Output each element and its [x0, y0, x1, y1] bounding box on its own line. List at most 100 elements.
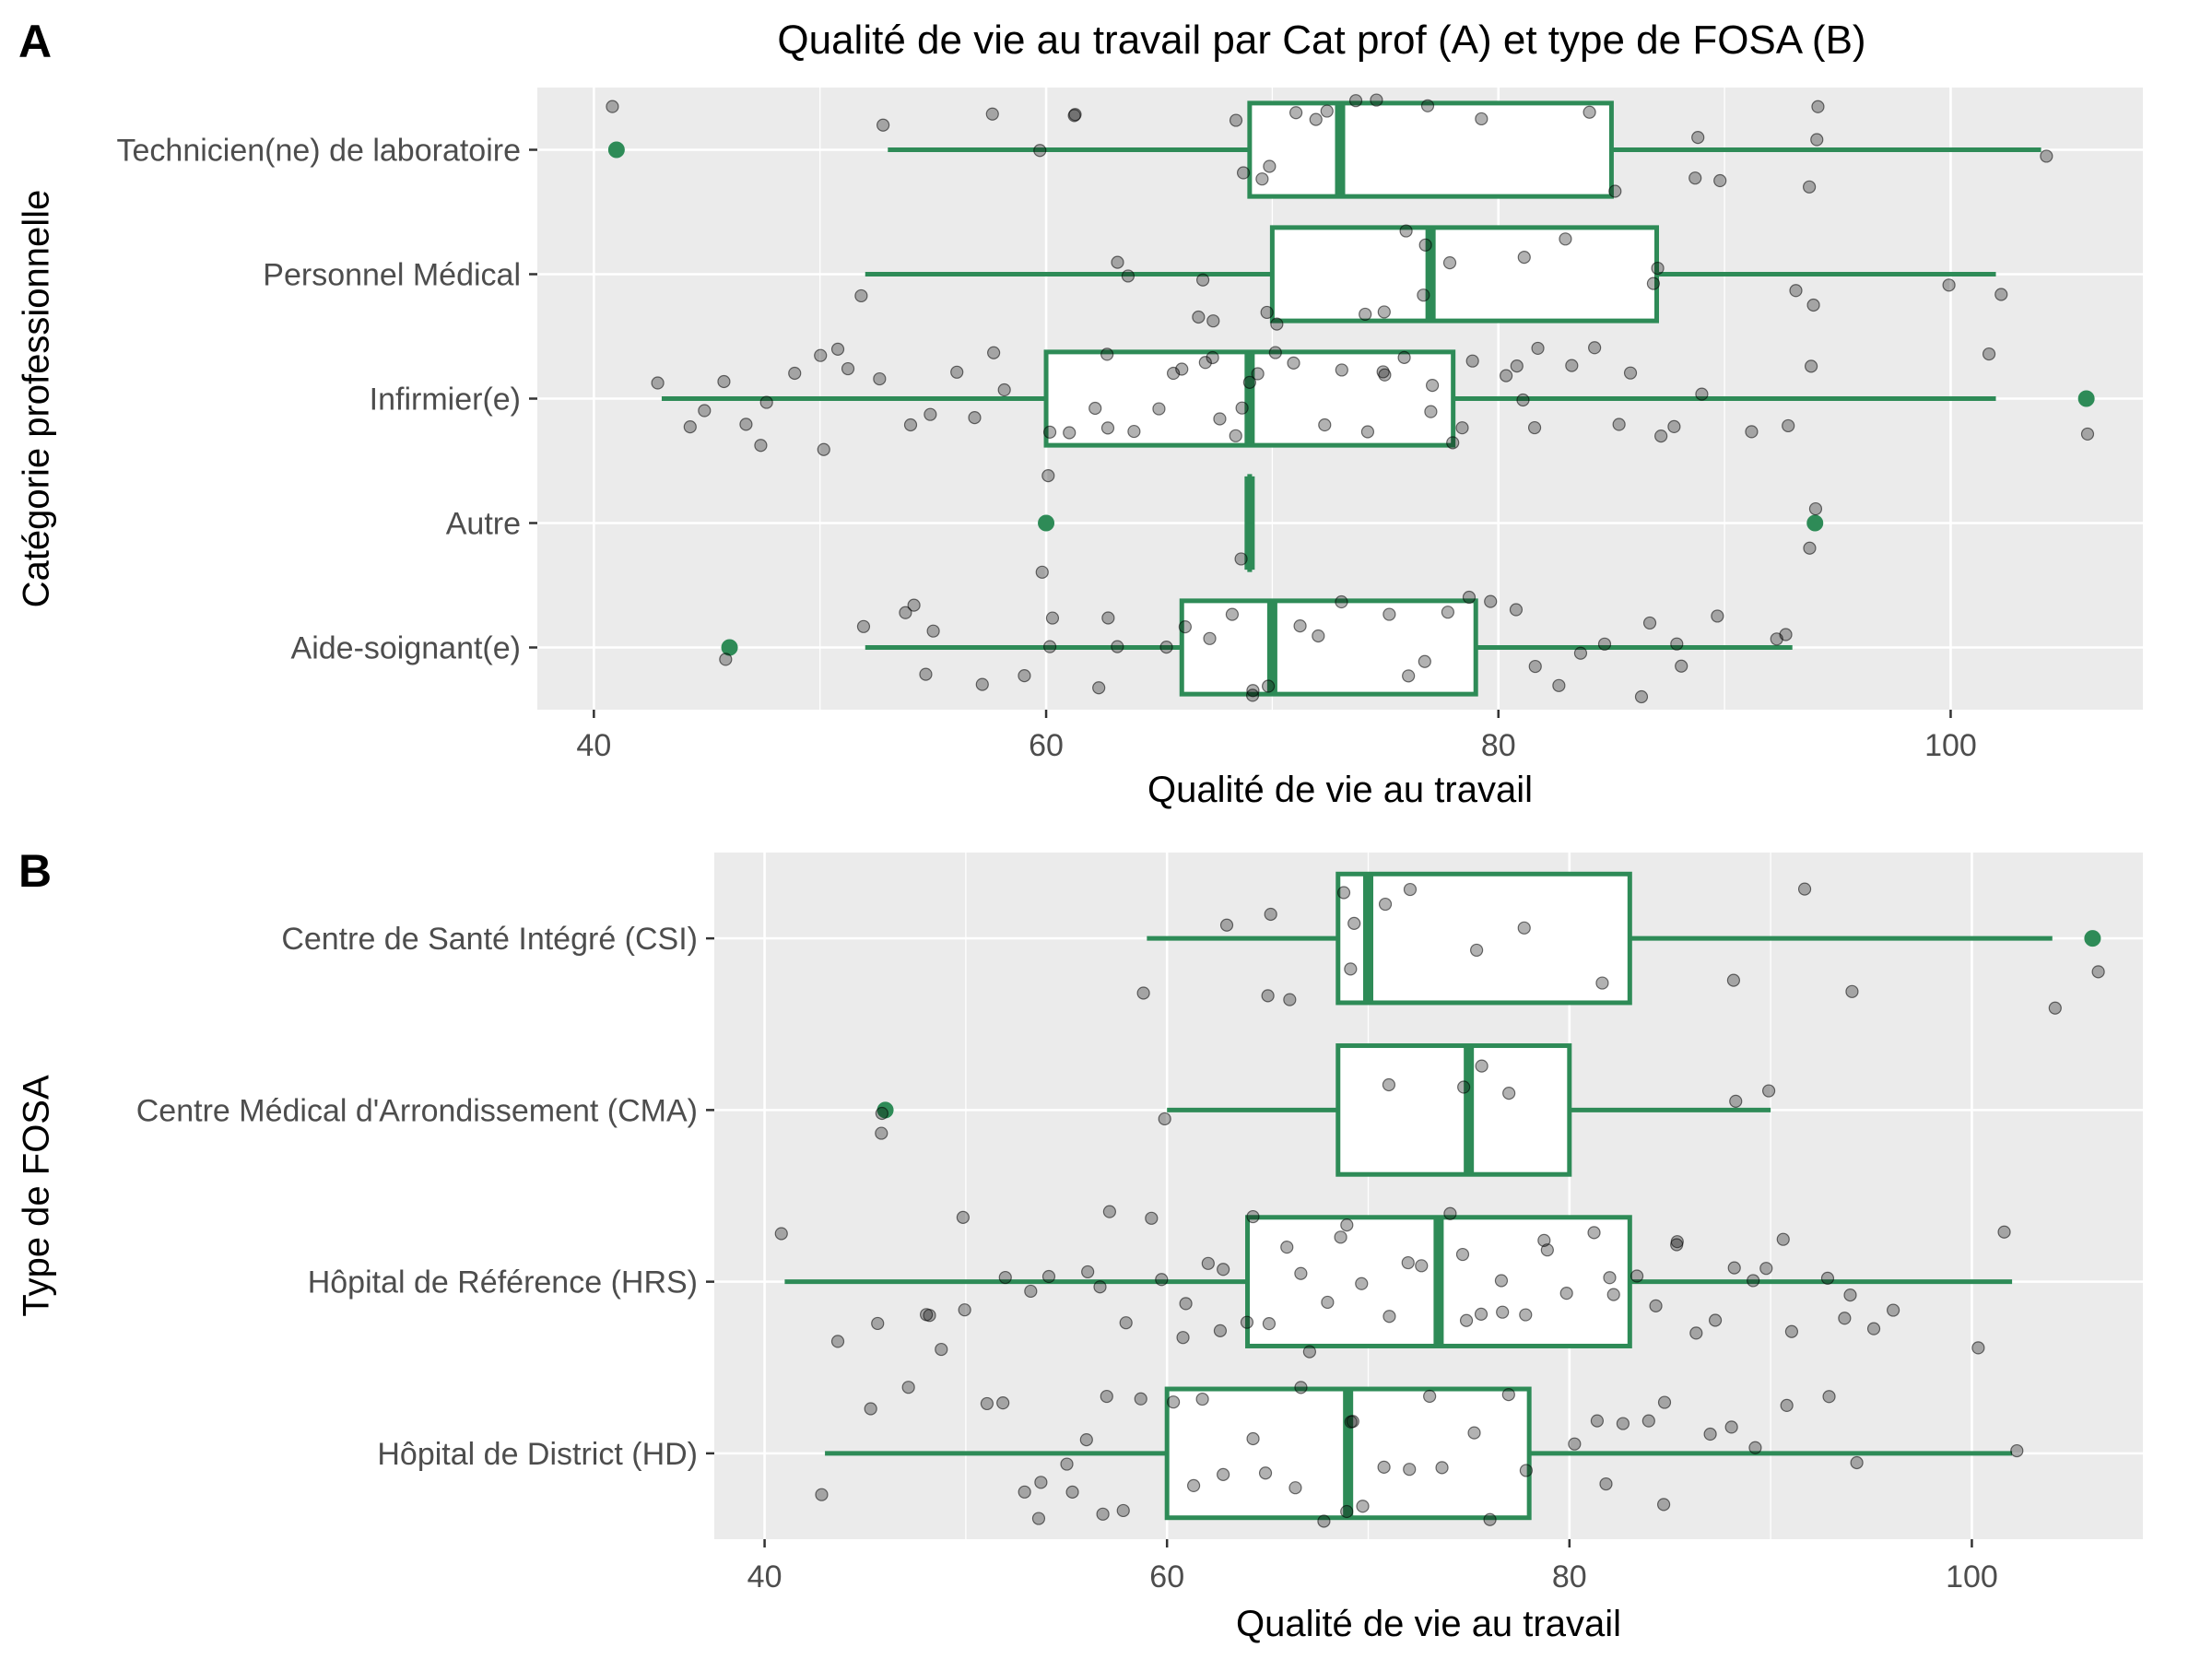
- data-point: [1727, 1261, 1741, 1275]
- data-point: [1418, 238, 1432, 252]
- data-point: [1803, 180, 1817, 194]
- data-point: [1597, 637, 1612, 651]
- data-point: [841, 361, 855, 376]
- data-point: [1225, 607, 1240, 621]
- panel-a-y-tick-label: Personnel Médical: [263, 258, 521, 293]
- data-point: [1334, 1230, 1347, 1244]
- panel-a-y-tick-label: Infirmier(e): [370, 382, 521, 418]
- data-point: [1808, 501, 1823, 516]
- data-point: [1784, 1324, 1799, 1338]
- data-point: [1761, 1084, 1776, 1098]
- panel-b: Centre de Santé Intégré (CSI) Centre Médi…: [17, 845, 2143, 1644]
- data-point: [1176, 1331, 1190, 1345]
- data-point: [1606, 1288, 1620, 1301]
- data-point: [1100, 1389, 1113, 1404]
- data-point: [1340, 1218, 1354, 1232]
- data-point: [899, 606, 912, 619]
- data-point: [1317, 1514, 1331, 1528]
- data-point: [997, 382, 1011, 397]
- panel-b-x-tick-label: 60: [1149, 1559, 1184, 1594]
- data-point: [1583, 105, 1596, 119]
- panel-a-y-tick-label: Aide-soignant(e): [291, 631, 521, 666]
- data-point: [1689, 1326, 1703, 1340]
- data-point: [1779, 628, 1793, 641]
- data-point: [1033, 144, 1047, 158]
- panel-a-points-technicien-ne-de-laboratoire: [606, 93, 2053, 198]
- data-point: [1034, 1476, 1048, 1489]
- data-point: [759, 395, 773, 409]
- data-point: [1887, 1303, 1900, 1317]
- data-point: [1424, 405, 1438, 418]
- data-point: [1268, 346, 1282, 359]
- data-point: [1309, 112, 1323, 126]
- panel-a-box-personnel-medical: [865, 225, 1996, 324]
- panel-b-points-hopital-de-reference-hrs: [774, 1205, 2011, 1359]
- data-point: [1573, 646, 1588, 660]
- data-point: [1355, 1277, 1369, 1290]
- data-point: [1724, 1420, 1738, 1434]
- panel-b-x-tick-label: 100: [1946, 1559, 1998, 1594]
- data-point: [1179, 1297, 1193, 1311]
- data-point: [1595, 976, 1609, 990]
- data-point: [1397, 350, 1411, 364]
- data-point: [1443, 1206, 1457, 1220]
- panel-b-y-tick-label: Centre de Santé Intégré (CSI): [281, 922, 698, 957]
- data-point: [1446, 436, 1460, 450]
- data-point: [998, 1270, 1012, 1285]
- data-point: [901, 1381, 915, 1394]
- data-point: [1312, 629, 1325, 643]
- panel-a-x-axis-title: Qualité de vie au travail: [1147, 770, 1533, 810]
- data-point: [1158, 1112, 1171, 1126]
- data-point: [1415, 1259, 1429, 1273]
- panel-a-points-aide-soignant-e: [719, 590, 1793, 704]
- data-point: [1531, 341, 1545, 356]
- data-point: [923, 1309, 936, 1323]
- box-iqr: [1269, 225, 1659, 324]
- panel-b-points-hopital-de-district-hd: [815, 1381, 2024, 1528]
- data-point: [1501, 1387, 1515, 1402]
- data-point: [1242, 375, 1256, 389]
- panel-b-x-tick-label: 40: [747, 1559, 782, 1594]
- data-point: [987, 346, 1001, 359]
- data-point: [1442, 256, 1457, 270]
- data-point: [1820, 1271, 1835, 1285]
- data-point: [1152, 402, 1166, 416]
- data-point: [1474, 1307, 1488, 1321]
- data-point: [1111, 255, 1124, 269]
- data-point: [1441, 606, 1454, 619]
- data-point: [996, 1396, 1010, 1410]
- data-point: [1382, 607, 1396, 621]
- panel-a-tag: A: [18, 16, 52, 67]
- panel-a-x-tick-label: 60: [1029, 728, 1064, 763]
- data-point: [1994, 288, 2008, 301]
- data-point: [956, 1210, 970, 1224]
- data-point: [788, 366, 802, 381]
- data-point: [651, 376, 665, 390]
- data-point: [1236, 166, 1251, 180]
- data-point: [814, 348, 828, 362]
- data-point: [1336, 886, 1351, 900]
- data-point: [1067, 109, 1081, 123]
- outlier-point: [607, 141, 625, 159]
- data-point: [1599, 1477, 1613, 1491]
- data-point: [1475, 112, 1488, 126]
- data-point: [1500, 369, 1513, 382]
- data-point: [1559, 1287, 1573, 1300]
- panel-b-x-tick-label: 80: [1552, 1559, 1587, 1594]
- panel-b-y-tick-label: Hôpital de Référence (HRS): [308, 1265, 698, 1300]
- data-point: [1093, 1280, 1107, 1294]
- data-point: [1255, 172, 1269, 186]
- panel-a-x-tick-label: 100: [1924, 728, 1977, 763]
- data-point: [1251, 367, 1265, 381]
- box-iqr: [1247, 100, 1614, 199]
- data-point: [1088, 401, 1102, 416]
- data-point: [1811, 100, 1825, 113]
- data-point: [1603, 1271, 1617, 1285]
- outlier-point: [721, 639, 738, 656]
- data-point: [980, 1396, 994, 1411]
- data-point: [1121, 269, 1135, 283]
- data-point: [1688, 171, 1702, 185]
- box-iqr: [1179, 598, 1478, 697]
- outlier-point: [2084, 930, 2101, 947]
